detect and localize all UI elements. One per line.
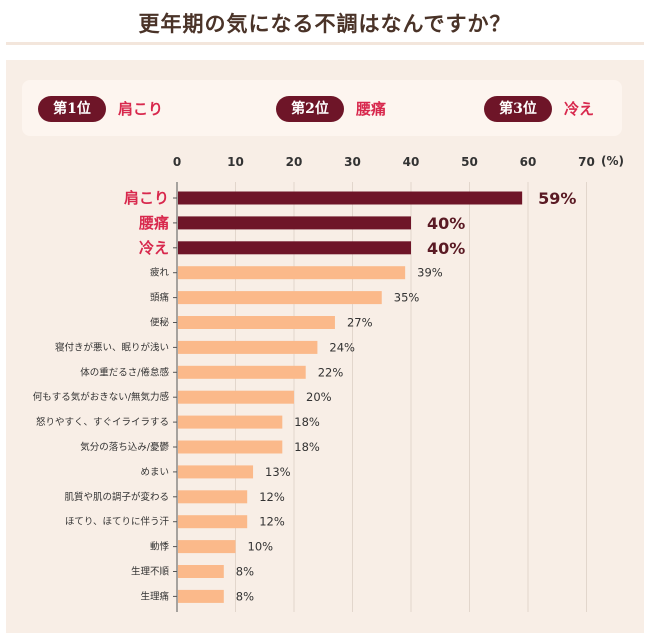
category-label: 腰痛 [138, 214, 169, 232]
bar [178, 465, 254, 479]
chart-panel [6, 60, 644, 633]
category-label: 気分の落ち込み/憂鬱 [80, 441, 169, 453]
rank-1-label: 肩こり [118, 100, 164, 118]
bar [178, 440, 283, 454]
value-label: 13% [265, 465, 291, 479]
value-label: 18% [294, 415, 320, 429]
category-label: 生理不順 [131, 566, 170, 578]
bar [178, 266, 406, 280]
bar [178, 191, 523, 205]
category-label: 冷え [139, 239, 169, 257]
value-label: 40% [427, 239, 465, 258]
value-label: 24% [329, 340, 355, 354]
bar [178, 415, 283, 429]
value-label: 35% [394, 291, 420, 305]
value-label: 27% [347, 316, 373, 330]
value-label: 59% [538, 189, 576, 208]
bar [178, 241, 411, 255]
bar [178, 490, 248, 504]
bar [178, 216, 411, 230]
bar [178, 540, 236, 554]
category-label: 寝付きが悪い、眠りが浅い [55, 341, 169, 353]
category-label: 怒りやすく、すぐイライラする [36, 416, 169, 428]
category-label: ほてり、ほてりに伴う汗 [65, 516, 170, 528]
x-tick-label: 0 [173, 155, 181, 169]
title-underline [6, 42, 644, 45]
category-label: 肌質や肌の調子が変わる [64, 491, 169, 503]
value-label: 39% [417, 266, 443, 280]
chart-title: 更年期の気になる不調はなんですか？ [138, 12, 512, 36]
axis-unit: (%) [601, 154, 624, 168]
bar [178, 390, 294, 404]
bar [178, 565, 224, 578]
category-label: めまい [140, 467, 169, 478]
x-tick-label: 40 [403, 155, 420, 169]
bar [178, 340, 318, 354]
x-tick-label: 30 [344, 155, 361, 169]
category-label: 体の重だるさ/倦怠感 [80, 366, 169, 378]
rank-2-label: 腰痛 [356, 100, 387, 118]
x-tick-label: 70 [578, 155, 595, 169]
category-label: 疲れ [150, 267, 170, 279]
value-label: 40% [427, 214, 465, 233]
bar [178, 316, 335, 329]
category-label: 動悸 [150, 541, 170, 553]
x-tick-label: 60 [520, 155, 537, 169]
bar [178, 365, 306, 379]
x-tick-label: 50 [461, 155, 478, 169]
value-label: 12% [259, 515, 285, 529]
rank-3-badge: 第3位 [484, 96, 552, 122]
x-tick-label: 10 [227, 155, 244, 169]
value-label: 10% [248, 540, 274, 554]
category-label: 生理痛 [140, 590, 169, 602]
category-label: 肩こり [124, 189, 169, 207]
rank-1-badge: 第1位 [38, 96, 106, 122]
value-label: 12% [259, 490, 285, 504]
bar [178, 291, 382, 305]
rank-2-badge: 第2位 [276, 96, 344, 122]
value-label: 8% [236, 589, 254, 603]
category-label: 何もする気がおきない/無気力感 [33, 391, 170, 403]
value-label: 20% [306, 390, 332, 404]
value-label: 22% [318, 365, 344, 379]
x-tick-label: 20 [286, 155, 303, 169]
rank-3-label: 冷え [564, 100, 595, 118]
bar [178, 515, 248, 529]
value-label: 8% [236, 565, 254, 579]
category-label: 便秘 [150, 317, 170, 329]
bar [178, 589, 224, 603]
category-label: 頭痛 [150, 292, 170, 304]
value-label: 18% [294, 440, 320, 454]
